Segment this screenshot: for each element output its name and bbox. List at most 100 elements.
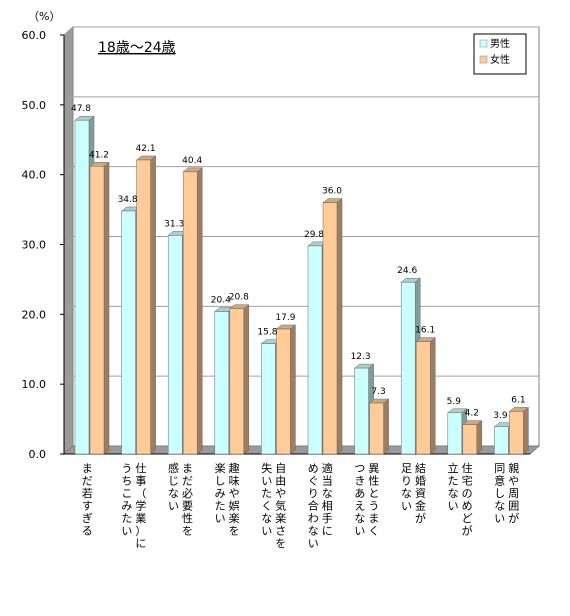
category-char: が [462, 524, 473, 538]
category-char: 適 [322, 461, 333, 475]
bar-front [121, 210, 136, 455]
data-label: 36.0 [322, 187, 342, 197]
bar-side [196, 167, 203, 455]
bar-front [462, 424, 478, 455]
category-char: 手 [322, 511, 333, 525]
category-char: 学 [135, 499, 146, 513]
category-char: や [275, 487, 286, 500]
bar-front [167, 235, 183, 455]
bar-side [429, 337, 436, 455]
bar-side [150, 155, 156, 455]
category-char: を [275, 537, 286, 550]
category-char: く [261, 500, 272, 513]
category-char: り [401, 475, 412, 488]
category-char: 自 [275, 462, 286, 475]
bar-front [136, 159, 151, 455]
category-char: ぐ [308, 475, 319, 488]
legend-swatch [479, 55, 488, 64]
category-char: 住 [462, 461, 473, 475]
data-label: 4.2 [465, 409, 479, 419]
gridline [63, 305, 539, 315]
category-char: や [229, 487, 240, 500]
category-char: 周 [508, 487, 519, 500]
bar-female [322, 198, 343, 455]
category-char: 要 [182, 500, 193, 513]
category-char: た [215, 500, 226, 513]
category-char: め [462, 500, 473, 513]
data-label: 3.9 [493, 411, 508, 421]
category-char: や [508, 475, 519, 488]
bar-female [462, 420, 483, 455]
bar-side [476, 420, 483, 455]
data-label: 12.3 [351, 352, 371, 362]
y-tick-label: 50.0 [22, 99, 47, 112]
category-char: し [494, 487, 505, 500]
data-label: 7.3 [371, 387, 385, 397]
data-label: 40.4 [182, 156, 202, 166]
category-char: 必 [182, 487, 193, 500]
category-char: 足 [401, 462, 412, 475]
bar-female [135, 155, 157, 455]
category-char: 囲 [508, 500, 519, 513]
bar-front [494, 426, 509, 455]
bar-front [447, 412, 463, 455]
bar-front [74, 119, 90, 455]
category-char: い [401, 500, 412, 513]
category-char: こ [121, 487, 132, 500]
category-char: 相 [322, 500, 333, 513]
gridline [63, 26, 539, 36]
category-char: 楽 [275, 512, 286, 525]
category-char: い [354, 525, 365, 538]
chart-title: 18歳～24歳 [98, 40, 176, 56]
category-char: い [215, 512, 226, 525]
bar-female [368, 398, 390, 455]
category-char: （ [135, 487, 146, 500]
bar-side [290, 324, 296, 455]
category-char: つ [354, 462, 365, 475]
data-label: 17.9 [275, 313, 295, 323]
category-char: た [261, 487, 272, 500]
bar-front [322, 202, 338, 455]
category-char: な [261, 512, 272, 525]
bar-female [182, 167, 203, 455]
bar-front [276, 328, 291, 455]
legend-label: 男性 [490, 37, 510, 50]
bar-side [523, 406, 529, 455]
category-char: 意 [494, 474, 505, 488]
bar-front [400, 281, 416, 455]
bar-side [336, 198, 343, 455]
category-char: す [82, 500, 93, 513]
category-char: 婚 [415, 474, 426, 488]
y-tick-label: 20.0 [22, 308, 47, 321]
category-char: わ [308, 512, 319, 525]
y-tick-label: 30.0 [22, 239, 47, 252]
category-char: な [354, 512, 365, 525]
category-char: き [354, 475, 365, 488]
category-char: 味 [229, 475, 240, 488]
category-char: 娯 [229, 499, 240, 513]
bar-female [229, 304, 250, 455]
data-label: 34.8 [118, 195, 138, 205]
category-char: じ [168, 475, 179, 488]
bar-side [103, 161, 110, 455]
category-char: い [308, 537, 319, 550]
bar-front [354, 367, 369, 455]
category-char: 気 [275, 499, 286, 513]
category-char: る [82, 525, 93, 538]
data-label: 47.8 [71, 104, 91, 114]
bar-front [261, 343, 276, 455]
category-char: ど [462, 512, 473, 525]
bar-side [243, 304, 250, 455]
data-label: 5.9 [447, 397, 462, 407]
category-char: を [229, 525, 240, 538]
data-label: 41.2 [89, 150, 109, 160]
bar-female [508, 406, 530, 455]
category-char: な [168, 487, 179, 500]
